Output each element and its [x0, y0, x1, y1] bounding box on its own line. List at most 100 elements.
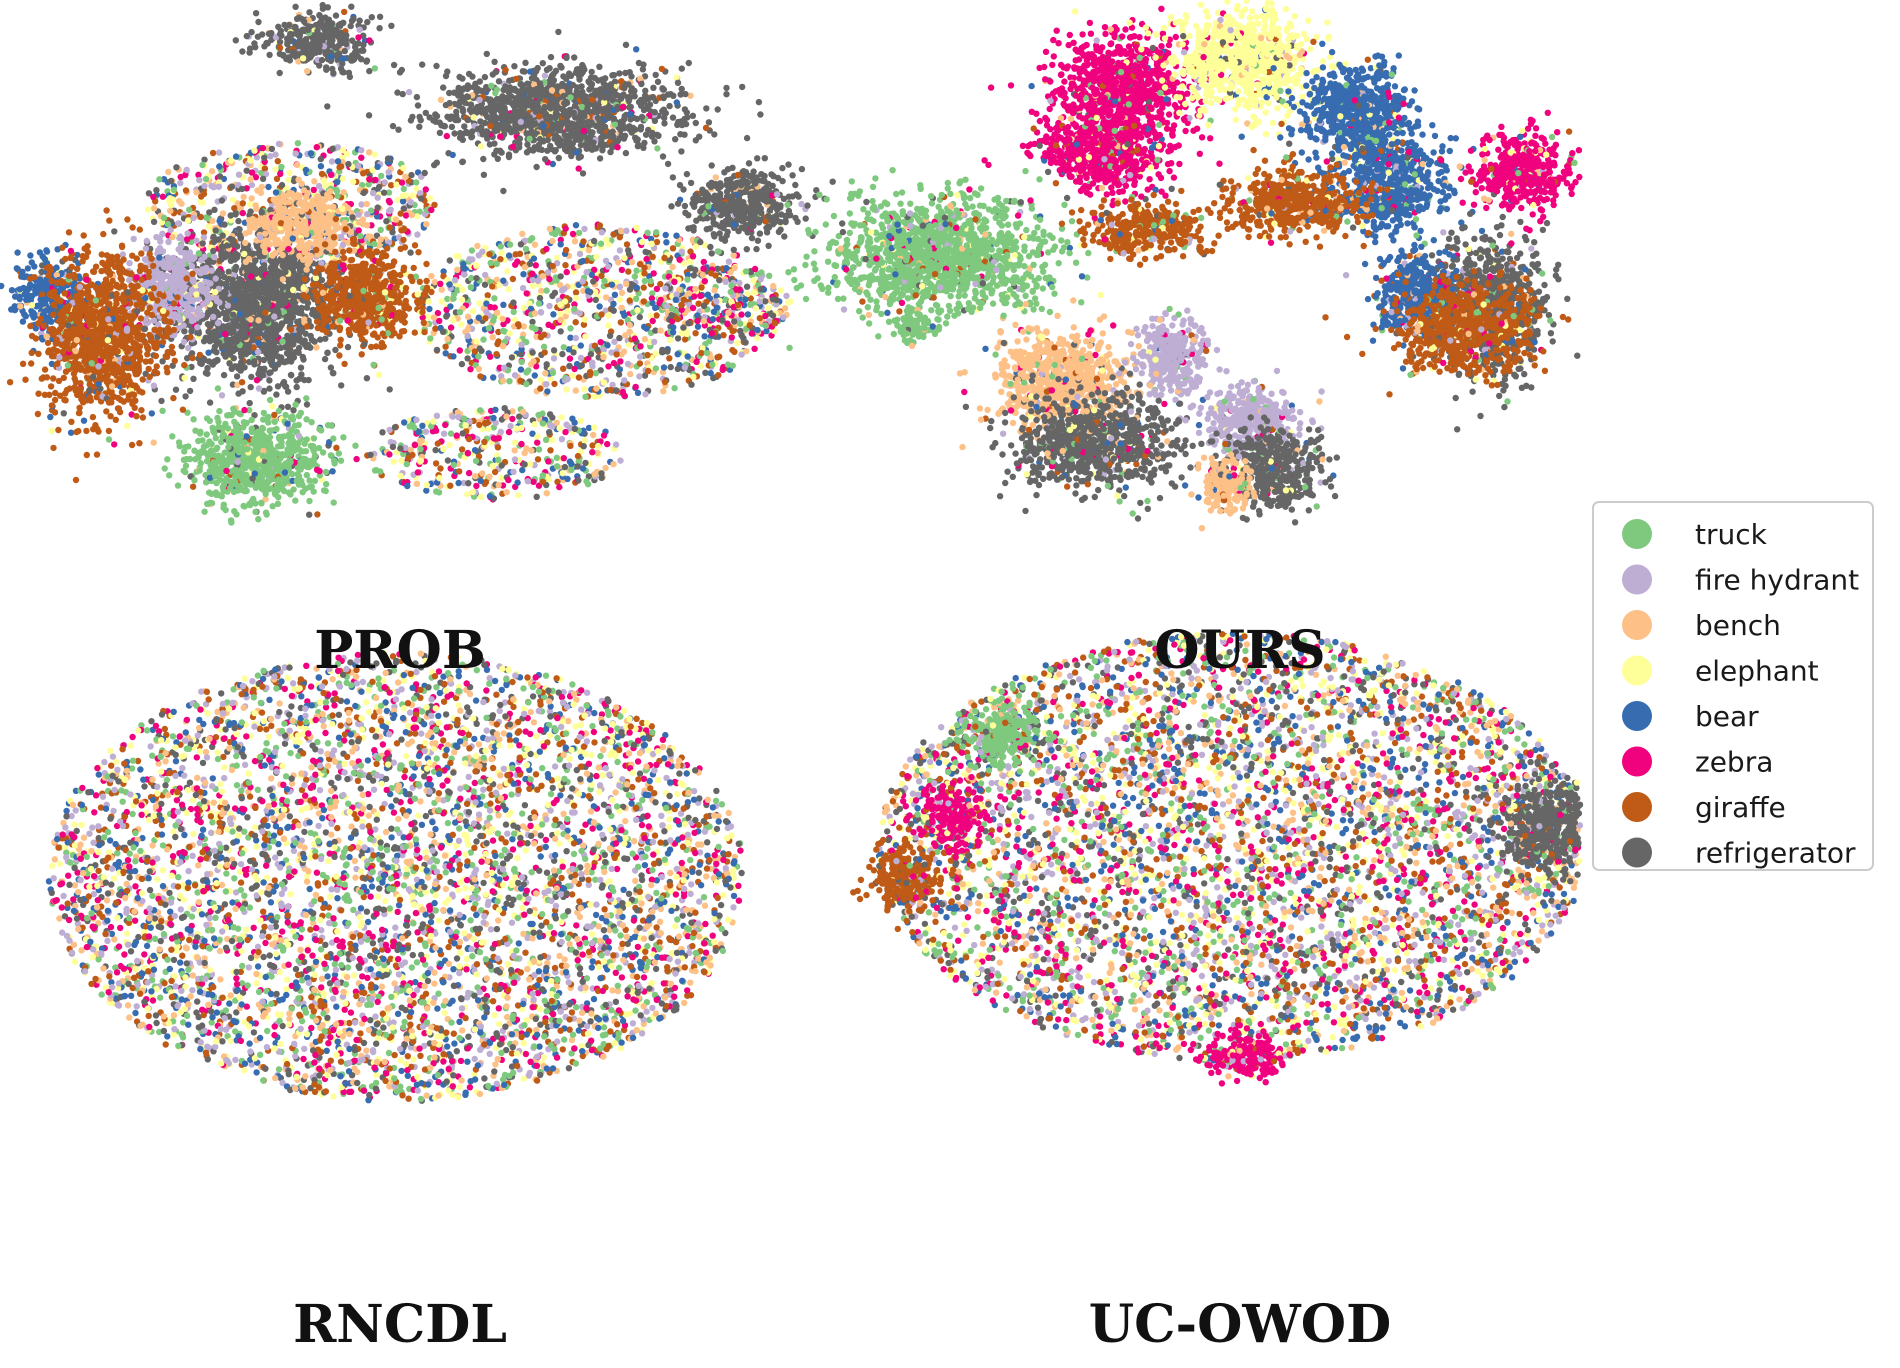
point-fire-hydrant	[292, 150, 299, 157]
point-refrigerator	[552, 114, 559, 122]
point-elephant	[489, 463, 496, 470]
point-truck	[467, 284, 475, 291]
point-bear	[684, 353, 691, 360]
point-fire-hydrant	[519, 284, 527, 292]
point-refrigerator	[444, 457, 452, 464]
point-refrigerator	[738, 332, 745, 339]
point-bench	[637, 75, 644, 82]
point-refrigerator	[421, 169, 428, 177]
point-truck	[357, 232, 364, 240]
point-refrigerator	[546, 429, 553, 436]
point-elephant	[400, 164, 407, 172]
point-refrigerator	[476, 78, 483, 85]
point-refrigerator	[627, 103, 634, 111]
point-fire-hydrant	[451, 277, 459, 284]
point-bench	[591, 471, 598, 478]
point-refrigerator	[548, 100, 556, 107]
point-refrigerator	[655, 132, 662, 140]
point-zebra	[605, 363, 612, 370]
point-refrigerator	[293, 377, 300, 384]
point-fire-hydrant	[529, 276, 536, 284]
point-refrigerator	[692, 137, 699, 144]
point-zebra	[545, 458, 552, 465]
point-truck	[592, 370, 599, 377]
point-refrigerator	[492, 68, 499, 76]
point-refrigerator	[323, 64, 330, 71]
point-elephant	[423, 481, 430, 489]
point-refrigerator	[446, 257, 453, 264]
point-zebra	[532, 262, 539, 269]
point-truck	[653, 229, 660, 236]
point-refrigerator	[335, 50, 343, 57]
point-zebra	[239, 209, 246, 217]
point-refrigerator	[173, 164, 180, 171]
point-truck	[633, 295, 640, 303]
point-elephant	[605, 312, 612, 319]
point-refrigerator	[626, 69, 633, 76]
point-refrigerator	[592, 296, 599, 304]
point-elephant	[648, 240, 655, 247]
point-refrigerator	[561, 100, 568, 107]
point-refrigerator	[616, 334, 623, 342]
point-refrigerator	[317, 155, 324, 163]
point-refrigerator	[773, 296, 780, 304]
point-refrigerator	[444, 113, 451, 121]
point-zebra	[366, 37, 373, 44]
point-giraffe	[562, 262, 569, 269]
point-zebra	[159, 193, 167, 200]
point-refrigerator	[501, 405, 508, 412]
point-refrigerator	[634, 136, 641, 143]
point-bear	[579, 257, 586, 265]
point-refrigerator	[443, 313, 450, 320]
point-refrigerator	[238, 185, 246, 193]
point-giraffe	[338, 163, 345, 170]
point-truck	[199, 161, 206, 169]
point-refrigerator	[318, 56, 326, 64]
point-bear	[566, 458, 574, 465]
point-refrigerator	[707, 243, 714, 251]
point-fire-hydrant	[543, 381, 550, 388]
point-refrigerator	[614, 103, 621, 111]
point-refrigerator	[618, 132, 625, 139]
point-bear	[442, 350, 449, 357]
point-giraffe	[720, 332, 727, 339]
point-refrigerator	[584, 118, 592, 126]
point-refrigerator	[541, 87, 548, 94]
point-truck	[652, 365, 660, 372]
point-bench	[437, 96, 445, 104]
point-fire-hydrant	[598, 229, 605, 236]
point-refrigerator	[690, 272, 697, 279]
point-giraffe	[477, 373, 484, 380]
point-bench	[711, 287, 718, 294]
point-truck	[539, 420, 547, 427]
point-fire-hydrant	[662, 285, 669, 292]
point-giraffe	[644, 351, 651, 359]
point-zebra	[509, 143, 517, 150]
point-refrigerator	[329, 369, 337, 377]
point-refrigerator	[650, 84, 657, 92]
point-fire-hydrant	[576, 250, 584, 258]
point-elephant	[581, 437, 588, 444]
point-refrigerator	[451, 130, 458, 137]
point-refrigerator	[338, 382, 345, 389]
point-refrigerator	[576, 76, 583, 83]
point-fire-hydrant	[541, 72, 549, 79]
point-refrigerator	[340, 19, 347, 26]
point-elephant	[426, 195, 434, 202]
point-refrigerator	[592, 145, 600, 152]
point-zebra	[411, 441, 419, 449]
point-bench	[542, 370, 549, 377]
point-elephant	[506, 330, 513, 337]
point-truck	[523, 369, 530, 376]
point-giraffe	[484, 292, 491, 299]
point-fire-hydrant	[482, 271, 489, 279]
point-bear	[500, 277, 507, 284]
point-bear	[540, 122, 547, 129]
point-fire-hydrant	[275, 140, 283, 148]
point-bear	[710, 308, 718, 315]
point-refrigerator	[280, 51, 287, 59]
point-refrigerator	[465, 480, 472, 487]
point-refrigerator	[674, 79, 682, 87]
point-zebra	[543, 245, 550, 253]
point-zebra	[600, 432, 608, 439]
